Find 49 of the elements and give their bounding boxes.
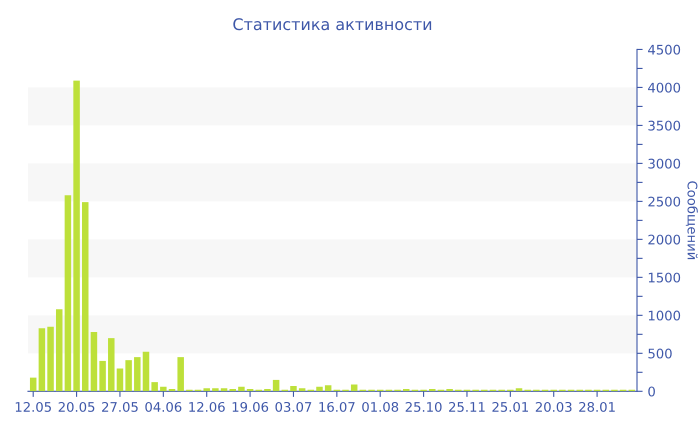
y-tick-label: 3000 — [648, 158, 680, 169]
x-tick-label: 27.05 — [102, 402, 138, 412]
chart-title: Статистика активности — [233, 18, 432, 30]
y-tick-label: 3500 — [648, 120, 680, 131]
bar — [90, 332, 98, 392]
bar — [272, 380, 280, 392]
bar — [56, 309, 62, 392]
y-tick-label: 4500 — [648, 44, 680, 55]
y-tick-label: 2500 — [648, 196, 680, 207]
bar — [142, 352, 150, 392]
bar — [151, 382, 158, 392]
y-tick-label: 4000 — [648, 82, 680, 93]
y-tick-label: 2000 — [648, 234, 680, 245]
x-tick-label: 25.10 — [406, 402, 442, 412]
bar — [108, 338, 115, 392]
bar — [316, 386, 323, 392]
bar — [134, 357, 141, 392]
bar — [324, 385, 332, 392]
x-tick-label: 28.01 — [579, 402, 615, 412]
y-tick-label: 500 — [648, 348, 672, 359]
bar — [82, 202, 89, 392]
x-tick-label: 25.01 — [492, 402, 528, 412]
bar — [30, 378, 36, 392]
bar — [177, 357, 184, 392]
x-tick-label: 12.06 — [189, 402, 225, 412]
x-tick-label: 25.11 — [449, 402, 485, 412]
bar — [290, 386, 297, 392]
y-tick-label: 1500 — [648, 272, 680, 283]
x-tick-label: 20.03 — [536, 402, 572, 412]
x-tick-label: 04.06 — [145, 402, 182, 412]
bar — [160, 386, 167, 392]
x-tick-label: 20.05 — [58, 402, 94, 412]
bar — [38, 328, 46, 392]
y-tick-label: 0 — [648, 386, 655, 396]
bar — [116, 368, 124, 392]
y-axis-title: Сообщений — [686, 181, 698, 260]
bar — [350, 384, 358, 392]
y-tick-label: 1000 — [648, 310, 680, 321]
bar — [238, 386, 245, 392]
x-tick-label: 19.06 — [232, 402, 268, 412]
x-tick-label: 03.07 — [275, 402, 312, 412]
bar — [73, 80, 80, 392]
bar — [125, 360, 132, 392]
x-tick-label: 12.05 — [16, 402, 51, 412]
bar — [47, 326, 54, 392]
bar — [99, 360, 106, 392]
x-tick-label: 01.08 — [362, 402, 398, 412]
x-tick-label: 16.07 — [319, 402, 355, 412]
bar — [64, 195, 72, 392]
